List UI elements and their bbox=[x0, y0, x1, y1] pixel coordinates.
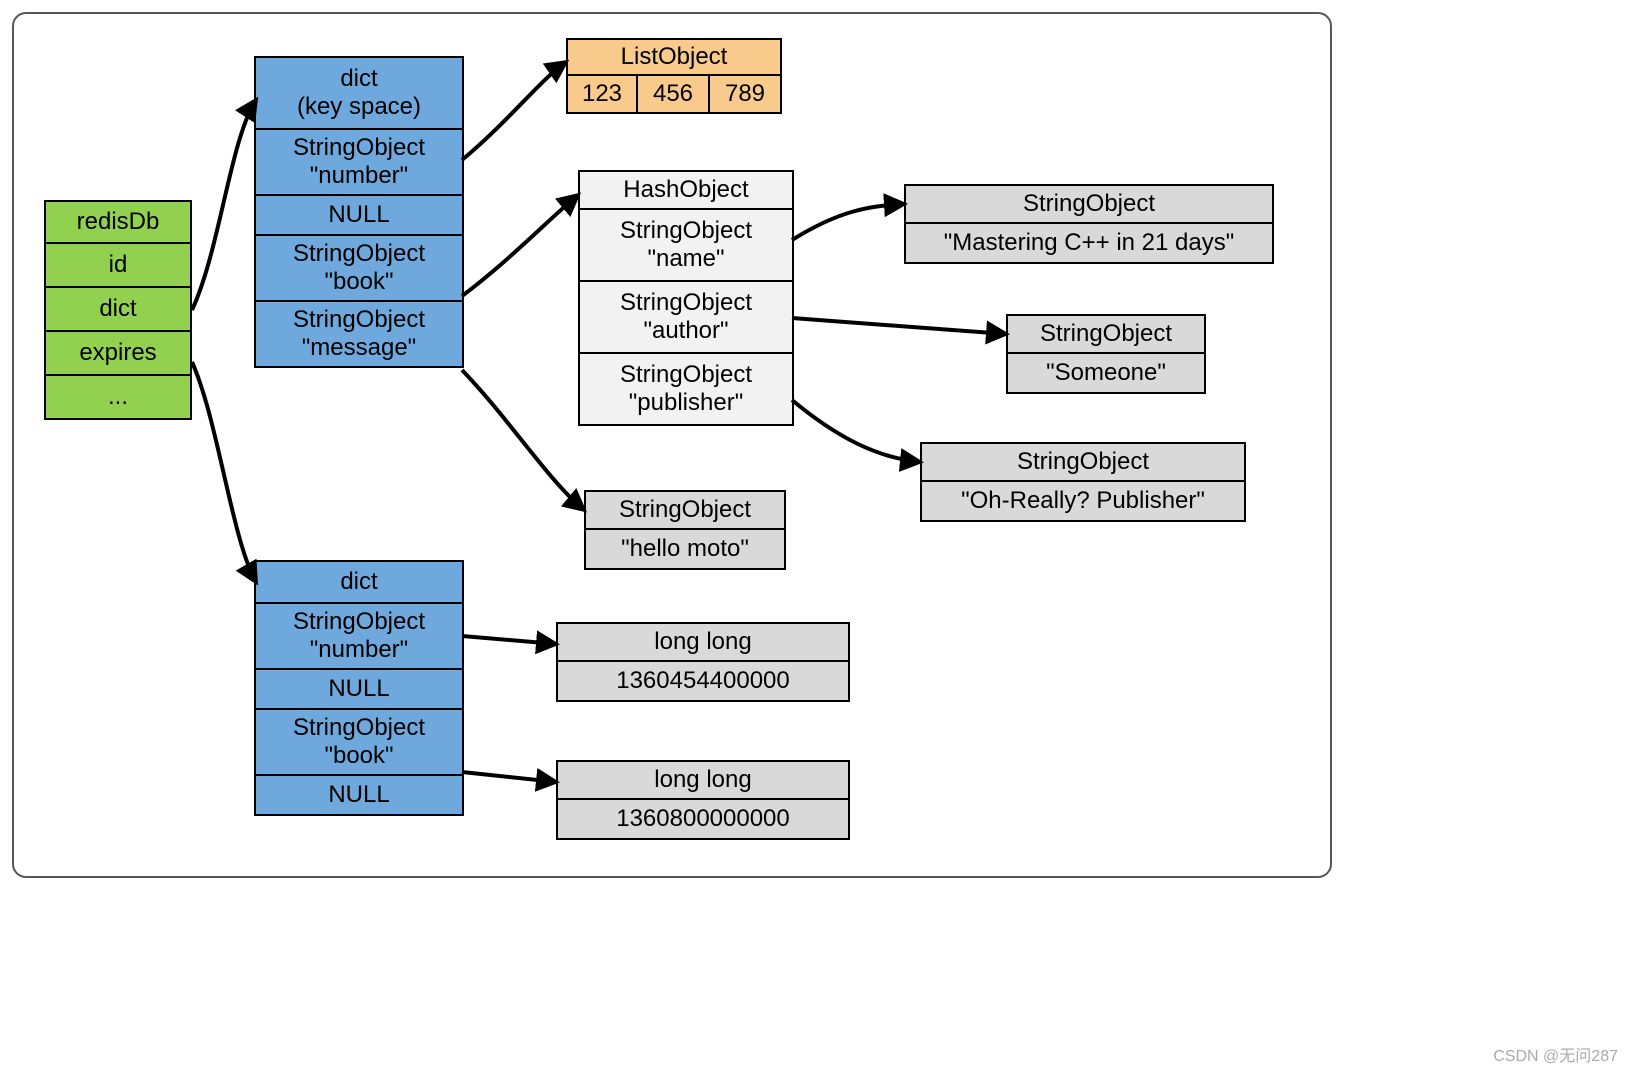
dict-keyspace-row-2: StringObject"book" bbox=[254, 236, 464, 302]
hashobject-header: HashObject bbox=[578, 170, 794, 210]
redisdb-row-1: id bbox=[44, 244, 192, 288]
stringobject-author: StringObject"Someone" bbox=[1006, 314, 1206, 394]
redisdb-row-0: redisDb bbox=[44, 200, 192, 244]
sv-publisher-header: StringObject bbox=[920, 442, 1246, 482]
stringobject-publisher: StringObject"Oh-Really? Publisher" bbox=[920, 442, 1246, 522]
dict-keyspace-row-3: StringObject"message" bbox=[254, 302, 464, 368]
dict-keyspace-row-0: StringObject"number" bbox=[254, 130, 464, 196]
hashobject-row-1: StringObject"author" bbox=[578, 282, 794, 354]
dict-keyspace-row-1: NULL bbox=[254, 196, 464, 236]
hashobject-row-0: StringObject"name" bbox=[578, 210, 794, 282]
dict-expires-row-2: StringObject"book" bbox=[254, 710, 464, 776]
sv-name-value: "Mastering C++ in 21 days" bbox=[904, 224, 1274, 264]
sv-publisher-value: "Oh-Really? Publisher" bbox=[920, 482, 1246, 522]
longlong-number: long long1360454400000 bbox=[556, 622, 850, 702]
redisdb-stack: redisDbiddictexpires... bbox=[44, 200, 192, 420]
listobject-value-2: 789 bbox=[710, 76, 782, 114]
dict-expires-header: dict bbox=[254, 560, 464, 604]
ll-book-value: 1360800000000 bbox=[556, 800, 850, 840]
dict-expires-row-3: NULL bbox=[254, 776, 464, 816]
sv-author-header: StringObject bbox=[1006, 314, 1206, 354]
sv-author-value: "Someone" bbox=[1006, 354, 1206, 394]
diagram-frame: redisDbiddictexpires... dict(key space)S… bbox=[0, 0, 1638, 1076]
listobject-header: ListObject bbox=[566, 38, 782, 76]
dict-expires-row-0: StringObject"number" bbox=[254, 604, 464, 670]
dict-keyspace-header: dict(key space) bbox=[254, 56, 464, 130]
dict-keyspace-stack: dict(key space)StringObject"number"NULLS… bbox=[254, 56, 464, 368]
sv-hello-value: "hello moto" bbox=[584, 530, 786, 570]
listobject-box: ListObject123456789 bbox=[566, 38, 782, 114]
ll-number-value: 1360454400000 bbox=[556, 662, 850, 702]
watermark: CSDN @无问287 bbox=[1493, 1042, 1618, 1066]
stringobject-hello: StringObject"hello moto" bbox=[584, 490, 786, 570]
hashobject-row-2: StringObject"publisher" bbox=[578, 354, 794, 426]
listobject-value-1: 456 bbox=[638, 76, 710, 114]
ll-book-header: long long bbox=[556, 760, 850, 800]
redisdb-row-2: dict bbox=[44, 288, 192, 332]
redisdb-row-3: expires bbox=[44, 332, 192, 376]
dict-expires-stack: dictStringObject"number"NULLStringObject… bbox=[254, 560, 464, 816]
sv-name-header: StringObject bbox=[904, 184, 1274, 224]
sv-hello-header: StringObject bbox=[584, 490, 786, 530]
ll-number-header: long long bbox=[556, 622, 850, 662]
dict-expires-row-1: NULL bbox=[254, 670, 464, 710]
listobject-value-0: 123 bbox=[566, 76, 638, 114]
redisdb-row-4: ... bbox=[44, 376, 192, 420]
hashobject-stack: HashObjectStringObject"name"StringObject… bbox=[578, 170, 794, 426]
stringobject-name: StringObject"Mastering C++ in 21 days" bbox=[904, 184, 1274, 264]
longlong-book: long long1360800000000 bbox=[556, 760, 850, 840]
